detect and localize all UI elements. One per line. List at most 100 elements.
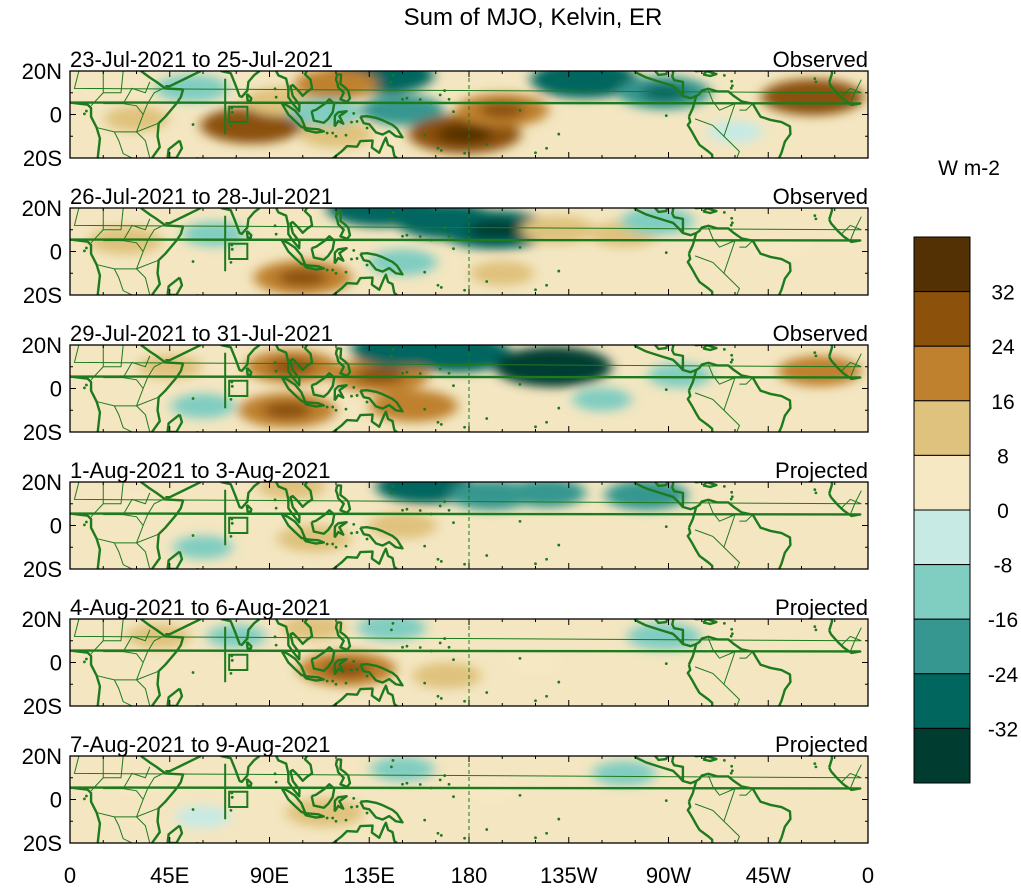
x-tick-label: 180 — [451, 863, 488, 888]
border-12 — [739, 514, 754, 522]
coastline-4 — [165, 756, 202, 773]
island-25 — [518, 108, 522, 112]
island-20 — [439, 696, 443, 700]
border-5 — [103, 756, 124, 779]
coastline-15 — [359, 526, 404, 550]
island-22 — [479, 296, 482, 299]
island-12 — [438, 93, 442, 97]
island-10 — [418, 235, 422, 238]
coastline-12 — [310, 783, 336, 809]
border-5 — [103, 482, 124, 505]
coastline-6 — [245, 229, 253, 240]
island-15 — [452, 247, 455, 251]
coastline-15 — [359, 663, 404, 687]
coastline-3 — [166, 550, 184, 569]
y-tick-label: 20S — [23, 831, 62, 856]
coastline-21 — [692, 756, 705, 758]
panel-ticks — [69, 755, 869, 844]
island-25 — [518, 382, 522, 386]
island-39 — [334, 819, 338, 823]
island-7 — [274, 780, 278, 784]
island-10 — [418, 98, 422, 101]
island-14 — [443, 89, 447, 92]
island-6 — [273, 87, 277, 91]
coastline-16 — [330, 136, 399, 158]
island-3 — [229, 808, 233, 812]
coastline-3 — [166, 824, 184, 843]
panel-status: Observed — [773, 47, 868, 72]
island-27 — [545, 283, 548, 287]
island-38 — [344, 270, 348, 274]
panel-body — [70, 482, 868, 569]
border-13 — [73, 208, 862, 235]
island-23 — [485, 280, 489, 283]
island-21 — [463, 288, 466, 292]
island-26 — [534, 288, 537, 292]
island-25 — [518, 245, 522, 249]
border-14 — [849, 627, 862, 652]
coastline-1 — [70, 512, 102, 569]
panel-body — [70, 71, 868, 158]
y-tick-label: 0 — [50, 103, 62, 128]
anomaly-blob-9 — [109, 492, 164, 515]
island-32 — [722, 347, 726, 351]
island-34 — [814, 80, 818, 84]
coastline-1 — [70, 238, 102, 295]
island-20 — [439, 285, 443, 289]
borders — [73, 756, 862, 843]
island-44 — [350, 257, 353, 261]
island-14 — [443, 363, 447, 366]
border-11 — [723, 820, 741, 843]
mjo-index-box — [224, 763, 249, 820]
x-tick-label: 90W — [646, 863, 691, 888]
island-42 — [352, 386, 356, 389]
panel-ticks — [69, 207, 869, 296]
coastline-1 — [70, 786, 102, 843]
island-26 — [534, 425, 537, 429]
coastline-13 — [333, 247, 348, 265]
y-tick-label: 0 — [50, 514, 62, 539]
colorbar-tick-label: -16 — [988, 609, 1018, 632]
island-20 — [439, 559, 443, 563]
island-41 — [331, 131, 335, 135]
border-12 — [739, 788, 754, 796]
border-2 — [96, 396, 159, 407]
island-8 — [401, 508, 404, 512]
island-23 — [485, 143, 489, 146]
island-14 — [443, 500, 447, 503]
border-13 — [73, 482, 862, 509]
island-2 — [230, 658, 234, 662]
island-2 — [230, 384, 234, 388]
border-11 — [723, 409, 741, 432]
coastline-15 — [359, 389, 404, 413]
anomaly-blob-9 — [137, 354, 202, 380]
border-8 — [122, 81, 151, 104]
colorbar-swatch — [913, 345, 971, 402]
anomaly-blob-2 — [281, 619, 346, 641]
island-4 — [191, 260, 195, 263]
coastline-5 — [220, 208, 261, 236]
panel-ticks — [69, 481, 869, 570]
anomaly-core-1 — [400, 482, 450, 496]
panel-4: 20N 0 20S 1-Aug-2021 to 3-Aug-2021 Projected — [22, 458, 869, 582]
coastline-24 — [828, 71, 834, 83]
island-7 — [274, 95, 278, 99]
island-16 — [390, 217, 393, 221]
panel-period: 7-Aug-2021 to 9-Aug-2021 — [70, 732, 331, 757]
island-13 — [447, 234, 451, 238]
island-31 — [730, 79, 734, 83]
island-37 — [85, 657, 88, 661]
borders — [73, 208, 862, 295]
border-8 — [122, 355, 151, 378]
coastlines — [70, 208, 862, 295]
island-32 — [722, 484, 726, 488]
border-13 — [73, 756, 862, 783]
island-41 — [331, 816, 335, 820]
island-13 — [447, 782, 451, 786]
panel-body — [70, 756, 868, 843]
border-2 — [96, 533, 159, 544]
island-24 — [513, 613, 516, 616]
y-tick-label: 20S — [23, 557, 62, 582]
island-37 — [85, 246, 88, 250]
island-17 — [391, 73, 395, 77]
